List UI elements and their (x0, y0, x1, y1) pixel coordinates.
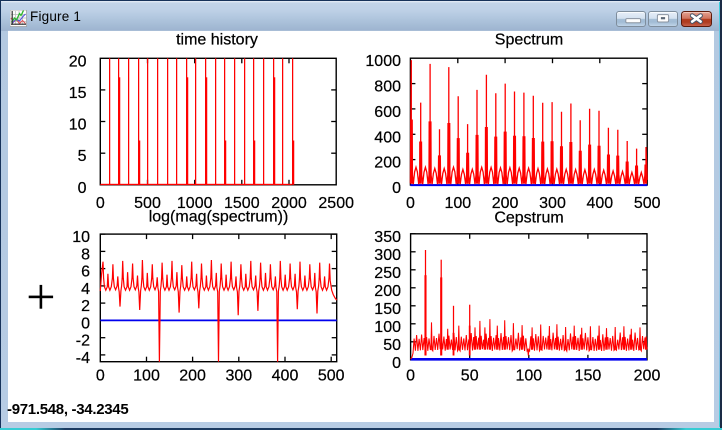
svg-text:500: 500 (134, 195, 161, 212)
svg-text:200: 200 (179, 368, 206, 385)
svg-text:300: 300 (225, 368, 252, 385)
svg-text:10: 10 (72, 229, 90, 246)
svg-text:0: 0 (96, 368, 105, 385)
svg-text:200: 200 (374, 155, 401, 172)
svg-text:2: 2 (81, 298, 90, 315)
svg-text:1500: 1500 (224, 195, 260, 212)
svg-text:50: 50 (383, 337, 401, 354)
svg-text:0: 0 (406, 368, 415, 385)
svg-text:200: 200 (634, 368, 661, 385)
svg-text:150: 150 (374, 301, 401, 318)
svg-text:300: 300 (374, 247, 401, 264)
svg-text:250: 250 (374, 265, 401, 282)
svg-text:10: 10 (69, 117, 87, 134)
svg-text:1000: 1000 (365, 53, 401, 70)
svg-text:0: 0 (96, 195, 105, 212)
svg-text:800: 800 (374, 79, 401, 96)
svg-text:5: 5 (78, 148, 87, 165)
svg-text:20: 20 (69, 53, 87, 70)
svg-text:2000: 2000 (271, 195, 307, 212)
svg-text:100: 100 (444, 195, 471, 212)
svg-text:15: 15 (69, 85, 87, 102)
svg-text:1000: 1000 (177, 195, 213, 212)
svg-text:-4: -4 (76, 350, 90, 367)
svg-text:600: 600 (374, 104, 401, 121)
svg-text:400: 400 (374, 129, 401, 146)
svg-text:200: 200 (492, 195, 519, 212)
svg-text:400: 400 (272, 368, 299, 385)
svg-text:350: 350 (374, 229, 401, 246)
svg-text:500: 500 (634, 195, 661, 212)
svg-text:log(mag(spectrum)): log(mag(spectrum)) (149, 209, 289, 226)
svg-text:0: 0 (81, 315, 90, 332)
svg-text:100: 100 (374, 319, 401, 336)
svg-text:2500: 2500 (318, 195, 354, 212)
svg-text:4: 4 (81, 281, 90, 298)
svg-text:150: 150 (575, 368, 602, 385)
svg-text:6: 6 (81, 264, 90, 281)
svg-text:500: 500 (318, 368, 345, 385)
svg-text:0: 0 (406, 195, 415, 212)
svg-text:0: 0 (392, 180, 401, 197)
svg-text:100: 100 (133, 368, 160, 385)
svg-text:400: 400 (586, 195, 613, 212)
svg-text:50: 50 (461, 368, 479, 385)
svg-text:8: 8 (81, 246, 90, 263)
svg-text:0: 0 (78, 180, 87, 197)
svg-text:time history: time history (176, 32, 258, 49)
svg-text:200: 200 (374, 283, 401, 300)
svg-text:300: 300 (539, 195, 566, 212)
svg-text:Cepstrum: Cepstrum (494, 210, 563, 227)
svg-text:0: 0 (392, 355, 401, 372)
svg-text:100: 100 (515, 368, 542, 385)
svg-text:-2: -2 (76, 333, 90, 350)
svg-text:Spectrum: Spectrum (495, 32, 563, 49)
